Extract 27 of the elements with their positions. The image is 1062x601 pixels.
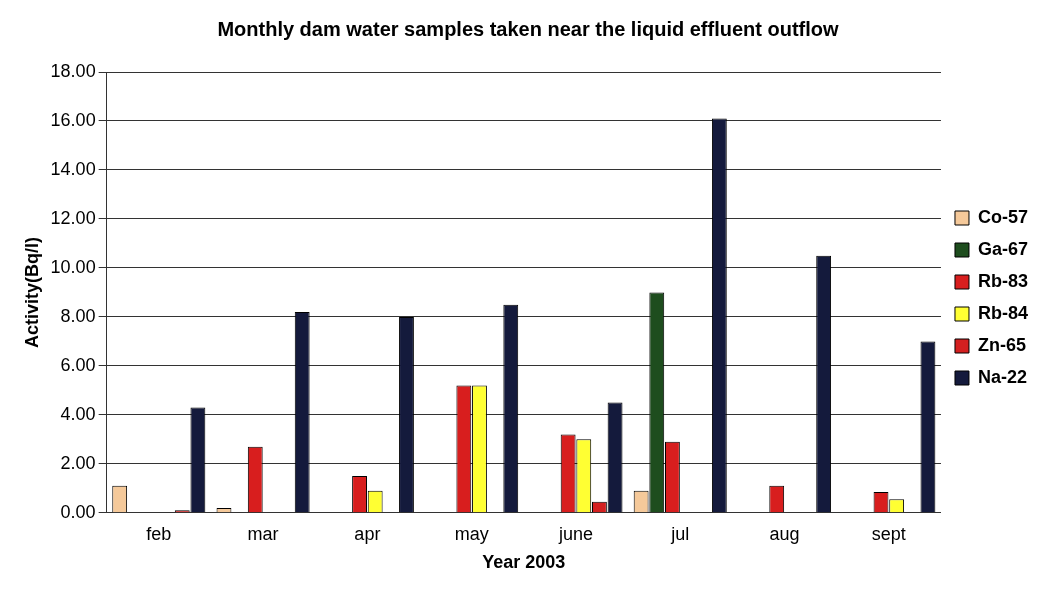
- y-tick-label: 10.00: [50, 256, 96, 277]
- x-tick-label: may: [454, 523, 489, 544]
- legend-label: Rb-84: [977, 302, 1028, 323]
- x-tick-label: june: [557, 523, 593, 544]
- y-tick-label: 16.00: [50, 109, 96, 130]
- legend-label: Co-57: [977, 206, 1028, 227]
- y-tick-label: 8.00: [60, 305, 96, 326]
- chart-title: Monthly dam water samples taken near the liquid effluent outflow: [217, 17, 840, 40]
- y-tick-label: 18.00: [50, 60, 96, 81]
- x-tick-label: apr: [354, 523, 381, 544]
- x-axis-title: Year 2003: [482, 552, 566, 573]
- x-tick-label: feb: [146, 523, 172, 544]
- y-tick-label: 14.00: [50, 158, 96, 179]
- x-tick-label: aug: [769, 523, 800, 544]
- legend-label: Na-22: [977, 366, 1027, 387]
- y-tick-label: 0.00: [60, 501, 96, 522]
- legend-label: Rb-83: [977, 270, 1028, 291]
- legend-label: Zn-65: [977, 334, 1026, 355]
- y-tick-label: 12.00: [50, 207, 96, 228]
- y-tick-label: 6.00: [60, 354, 96, 375]
- y-axis-title: Activity(Bq/l): [21, 236, 42, 348]
- legend-label: Ga-67: [977, 238, 1028, 259]
- x-tick-label: mar: [247, 523, 279, 544]
- y-tick-label: 4.00: [60, 403, 96, 424]
- x-tick-label: jul: [670, 523, 690, 544]
- y-tick-label: 2.00: [60, 452, 96, 473]
- x-tick-label: sept: [871, 523, 906, 544]
